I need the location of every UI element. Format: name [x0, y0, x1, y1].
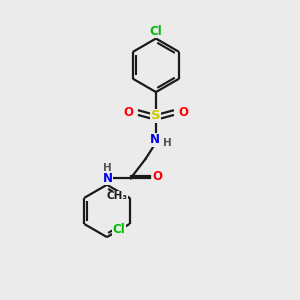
Text: H: H — [103, 163, 112, 173]
Text: O: O — [124, 106, 134, 119]
Text: Cl: Cl — [150, 25, 162, 38]
Text: O: O — [152, 170, 162, 183]
Text: H: H — [163, 138, 172, 148]
Text: Cl: Cl — [113, 223, 125, 236]
Text: N: N — [149, 133, 160, 146]
Text: CH₃: CH₃ — [106, 191, 128, 201]
Text: O: O — [178, 106, 188, 119]
Text: S: S — [151, 109, 161, 122]
Text: N: N — [103, 172, 112, 185]
